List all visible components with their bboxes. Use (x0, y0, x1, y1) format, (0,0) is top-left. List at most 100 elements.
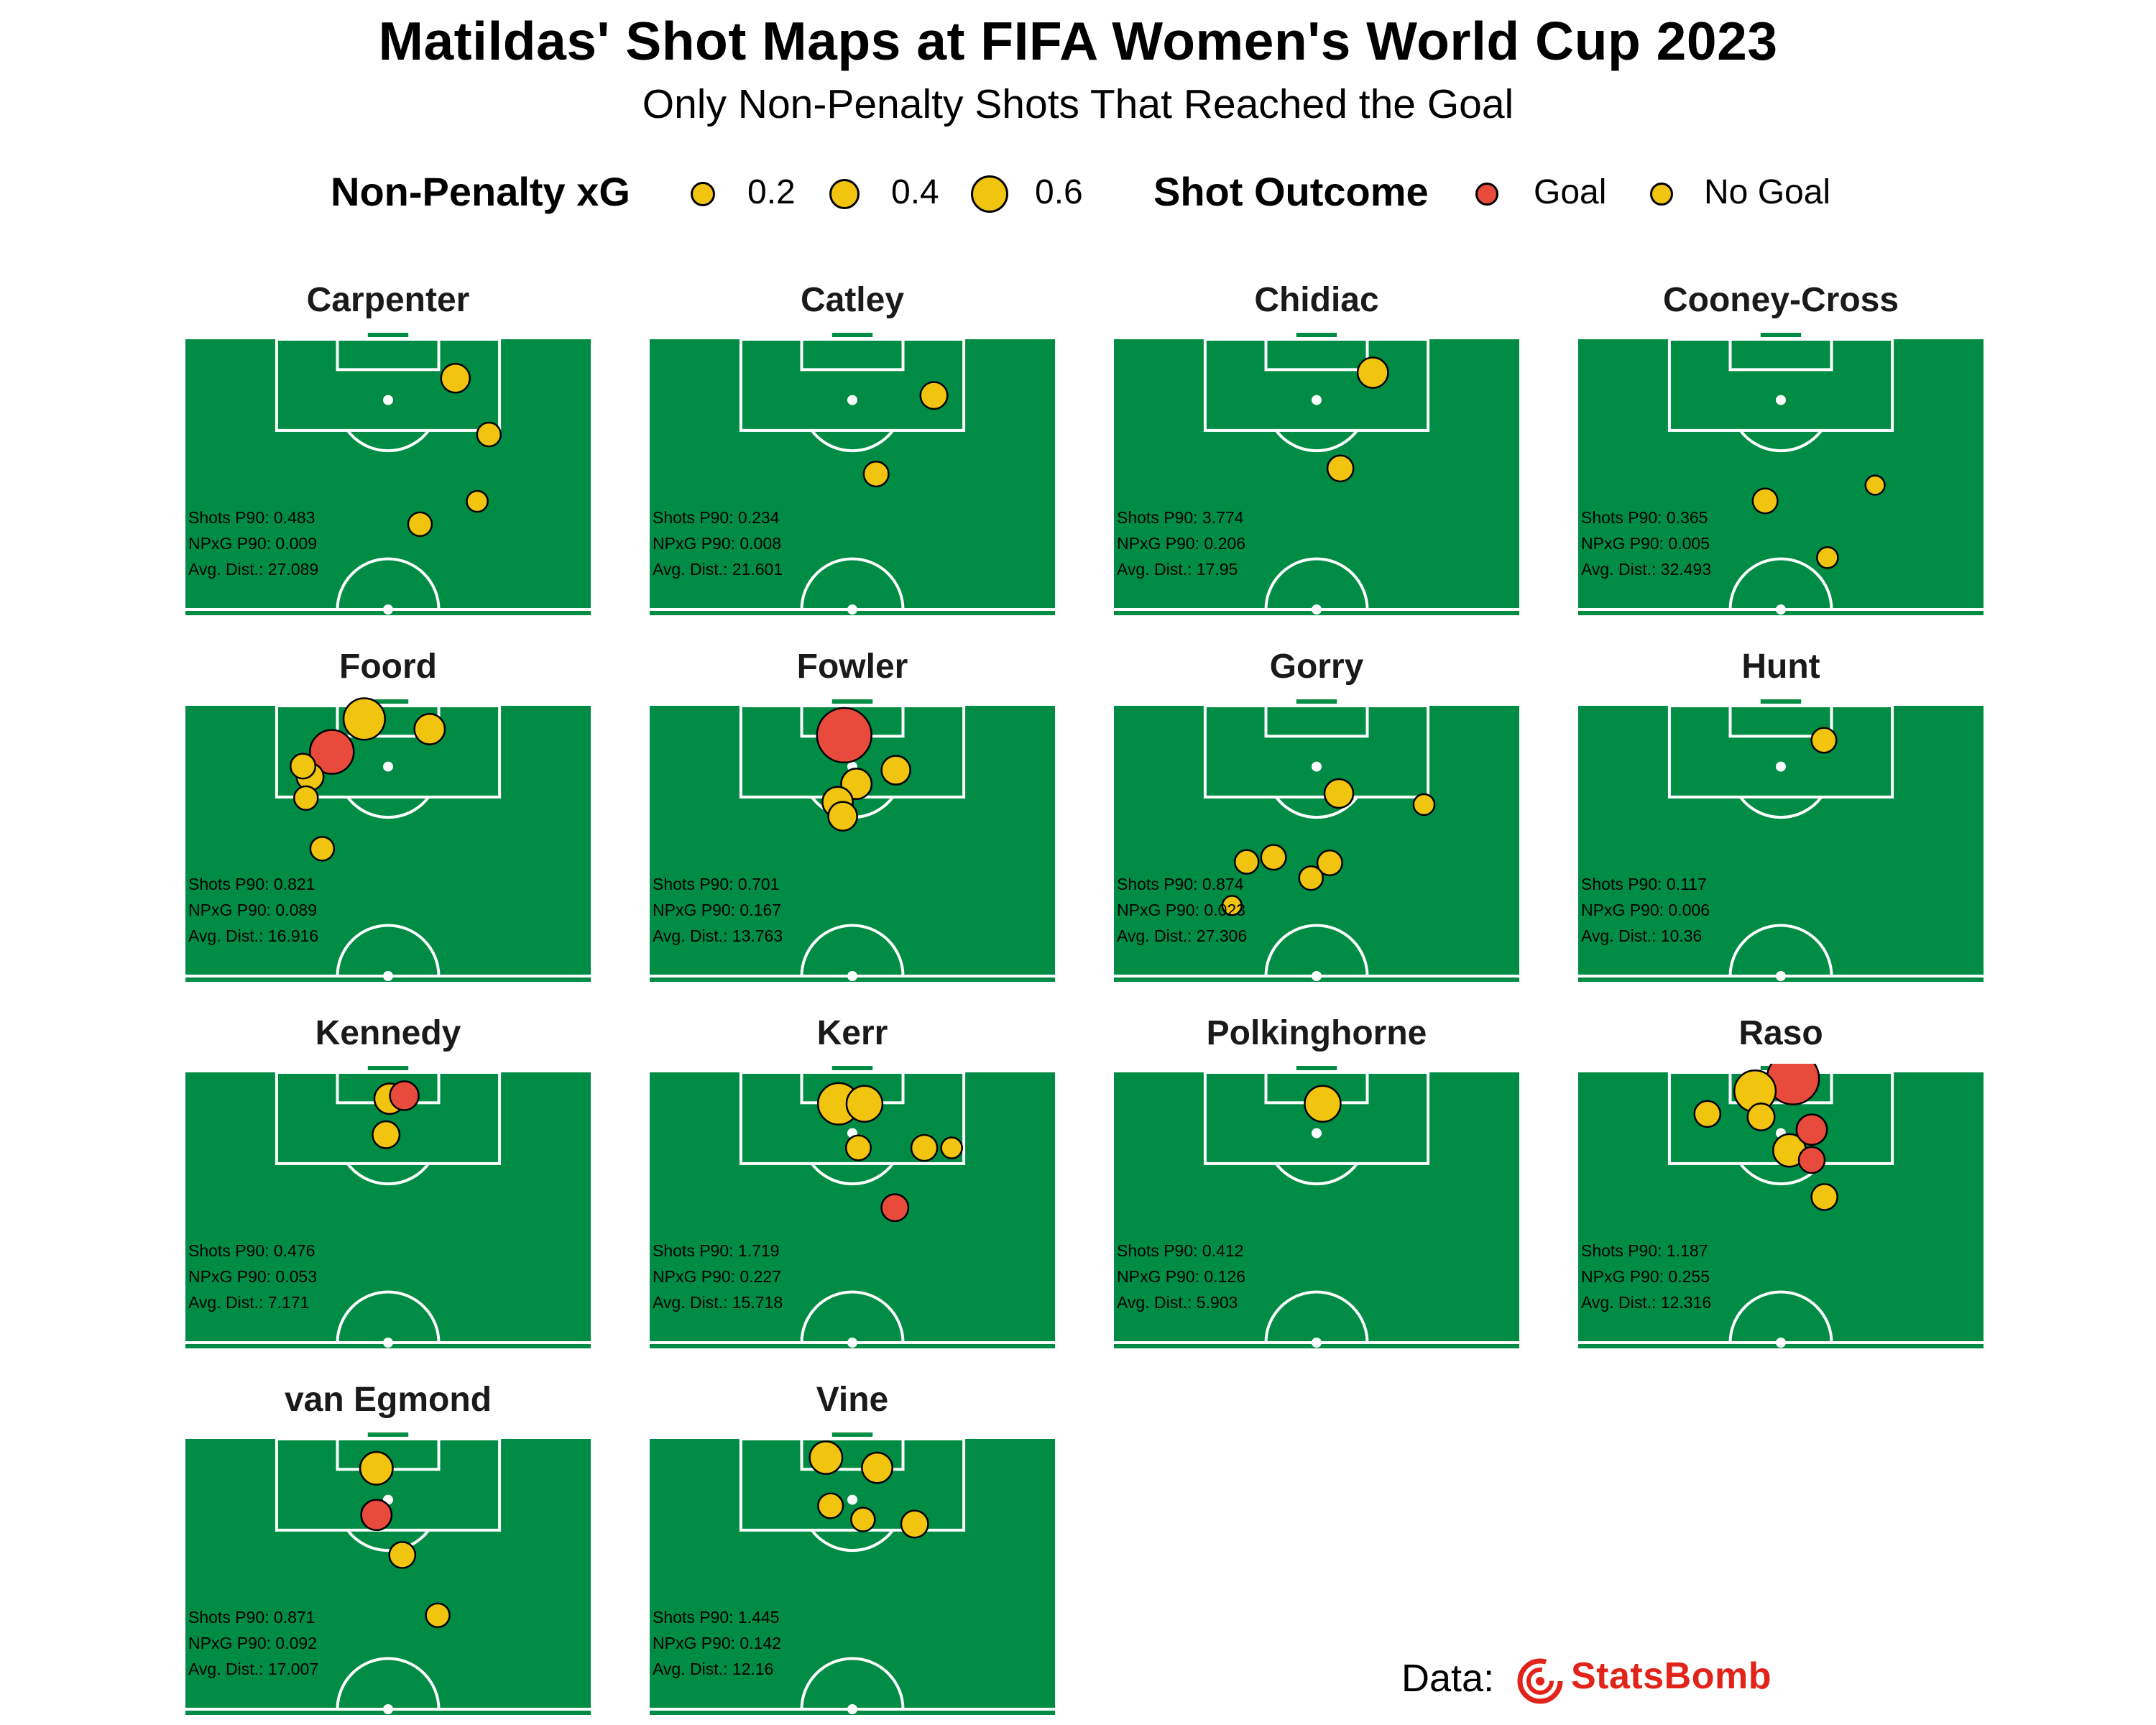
penalty-arc (346, 1529, 430, 1552)
stat-line: NPxG P90: 0.142 (653, 1634, 781, 1652)
stat-line: NPxG P90: 0.005 (1581, 534, 1710, 553)
stat-line: Avg. Dist.: 13.763 (653, 926, 783, 945)
stat-line: NPxG P90: 0.053 (188, 1267, 317, 1286)
centre-circle (1264, 924, 1369, 977)
shot-point-no-goal (425, 1602, 451, 1629)
stat-line: Avg. Dist.: 27.306 (1117, 926, 1248, 945)
pitch-surface (650, 1439, 1055, 1715)
player-stats: Shots P90: 0.365 NPxG P90: 0.005 Avg. Dist… (1581, 505, 1711, 582)
shot-point-no-goal (1746, 1103, 1776, 1132)
shot-point-no-goal (808, 1440, 844, 1476)
penalty-spot (1312, 761, 1322, 772)
goal-mouth (831, 699, 873, 704)
shot-point-no-goal (940, 1136, 964, 1159)
pitch-surface (1578, 706, 1984, 982)
goal-mouth (367, 333, 409, 337)
legend-size-label-3: 0.6 (1035, 173, 1083, 211)
shot-point-no-goal (466, 489, 489, 513)
pitch-surface (1114, 706, 1519, 982)
centre-spot (847, 1704, 857, 1714)
legend-size-title: Non-Penalty xG (331, 169, 630, 214)
shot-map-pitch (1578, 333, 1984, 615)
stat-line: Shots P90: 3.774 (1117, 508, 1244, 527)
shot-point-no-goal (1356, 356, 1389, 389)
shot-point-goal (360, 1499, 393, 1532)
stat-line: Avg. Dist.: 17.95 (1117, 560, 1238, 579)
stat-line: Avg. Dist.: 12.316 (1581, 1293, 1712, 1312)
shot-point-no-goal (861, 1451, 893, 1484)
centre-circle (800, 1657, 905, 1710)
goal-mouth (1760, 333, 1802, 337)
centre-circle (1728, 557, 1833, 610)
centre-circle (336, 1657, 441, 1710)
penalty-arc (811, 429, 894, 453)
pitch-markings (650, 333, 1055, 615)
shot-point-no-goal (844, 1134, 872, 1162)
centre-spot (1312, 971, 1322, 981)
player-stats: Shots P90: 3.774 NPxG P90: 0.206 Avg. Dist… (1117, 505, 1245, 582)
player-stats: Shots P90: 0.412 NPxG P90: 0.126 Avg. Dist… (1117, 1238, 1245, 1315)
shot-map-pitch (1114, 1066, 1519, 1348)
chart-title: Matildas' Shot Maps at FIFA Women's Worl… (378, 11, 1778, 71)
shot-map-pitch (1114, 699, 1519, 982)
stat-line: Avg. Dist.: 27.089 (188, 560, 319, 579)
pitch-markings (185, 1432, 591, 1715)
stat-line: Shots P90: 0.234 (653, 508, 780, 527)
facet-title: Carpenter (306, 281, 470, 319)
shot-point-no-goal (1221, 895, 1243, 916)
goal-mouth (1760, 699, 1802, 704)
penalty-spot (847, 1494, 857, 1505)
stat-line: Avg. Dist.: 32.493 (1581, 560, 1712, 579)
shot-map-pitch (1578, 1064, 1984, 1348)
stat-line: Shots P90: 0.476 (188, 1241, 315, 1260)
facet-title: Raso (1738, 1014, 1823, 1052)
penalty-arc (811, 1529, 894, 1552)
facet-title: Cooney-Cross (1662, 281, 1899, 319)
penalty-spot (847, 395, 857, 405)
legend-goal-swatch (1475, 183, 1498, 206)
facet-title: Foord (339, 648, 437, 686)
pitch-surface (185, 1072, 591, 1348)
penalty-arc (346, 796, 430, 819)
centre-circle (800, 924, 905, 977)
penalty-spot (1312, 1128, 1322, 1138)
stat-line: Shots P90: 0.365 (1581, 508, 1708, 527)
pitch-markings (185, 699, 591, 982)
shot-point-no-goal (1298, 865, 1324, 891)
pitch-surface (185, 339, 591, 615)
shot-point-no-goal (880, 755, 911, 786)
player-stats: Shots P90: 0.874 NPxG P90: 0.023 Avg. Dist… (1117, 871, 1247, 949)
player-stats: Shots P90: 0.821 NPxG P90: 0.089 Avg. Dist… (188, 871, 318, 949)
shot-point-no-goal (309, 836, 336, 862)
goal-mouth (831, 1432, 873, 1437)
shot-map-pitch (185, 333, 591, 615)
stat-line: Avg. Dist.: 7.171 (188, 1293, 310, 1312)
shot-map-pitch (185, 697, 591, 982)
goal-mouth (367, 1066, 409, 1070)
player-stats: Shots P90: 0.117 NPxG P90: 0.006 Avg. Dist… (1581, 871, 1710, 949)
shot-point-no-goal (827, 801, 858, 832)
shot-map-pitch (1578, 699, 1984, 982)
legend-size-label-2: 0.4 (891, 173, 939, 211)
shot-point-no-goal (817, 1492, 844, 1519)
shot-point-goal (1797, 1146, 1826, 1174)
shot-point-no-goal (290, 753, 317, 780)
player-stats: Shots P90: 0.871 NPxG P90: 0.092 Avg. Dist… (188, 1604, 318, 1682)
stat-line: NPxG P90: 0.008 (653, 534, 781, 553)
six-yard-box (1728, 338, 1833, 372)
chart-subtitle: Only Non-Penalty Shots That Reached the … (642, 81, 1514, 127)
player-stats: Shots P90: 0.483 NPxG P90: 0.009 Avg. Dist… (188, 505, 318, 582)
goal-mouth (1296, 1066, 1337, 1070)
pitch-markings (1578, 1066, 1984, 1348)
goal-mouth (367, 699, 409, 704)
penalty-arc (811, 1162, 894, 1186)
stat-line: Shots P90: 0.874 (1117, 875, 1244, 893)
penalty-arc (1739, 429, 1823, 453)
facet-title: Vine (816, 1381, 889, 1419)
penalty-spot (383, 761, 393, 772)
shot-point-no-goal (359, 1450, 394, 1486)
legend-size-label-1: 0.2 (747, 173, 796, 211)
stat-line: Avg. Dist.: 15.718 (653, 1293, 783, 1312)
penalty-arc (346, 1162, 430, 1186)
shot-point-no-goal (476, 421, 502, 448)
